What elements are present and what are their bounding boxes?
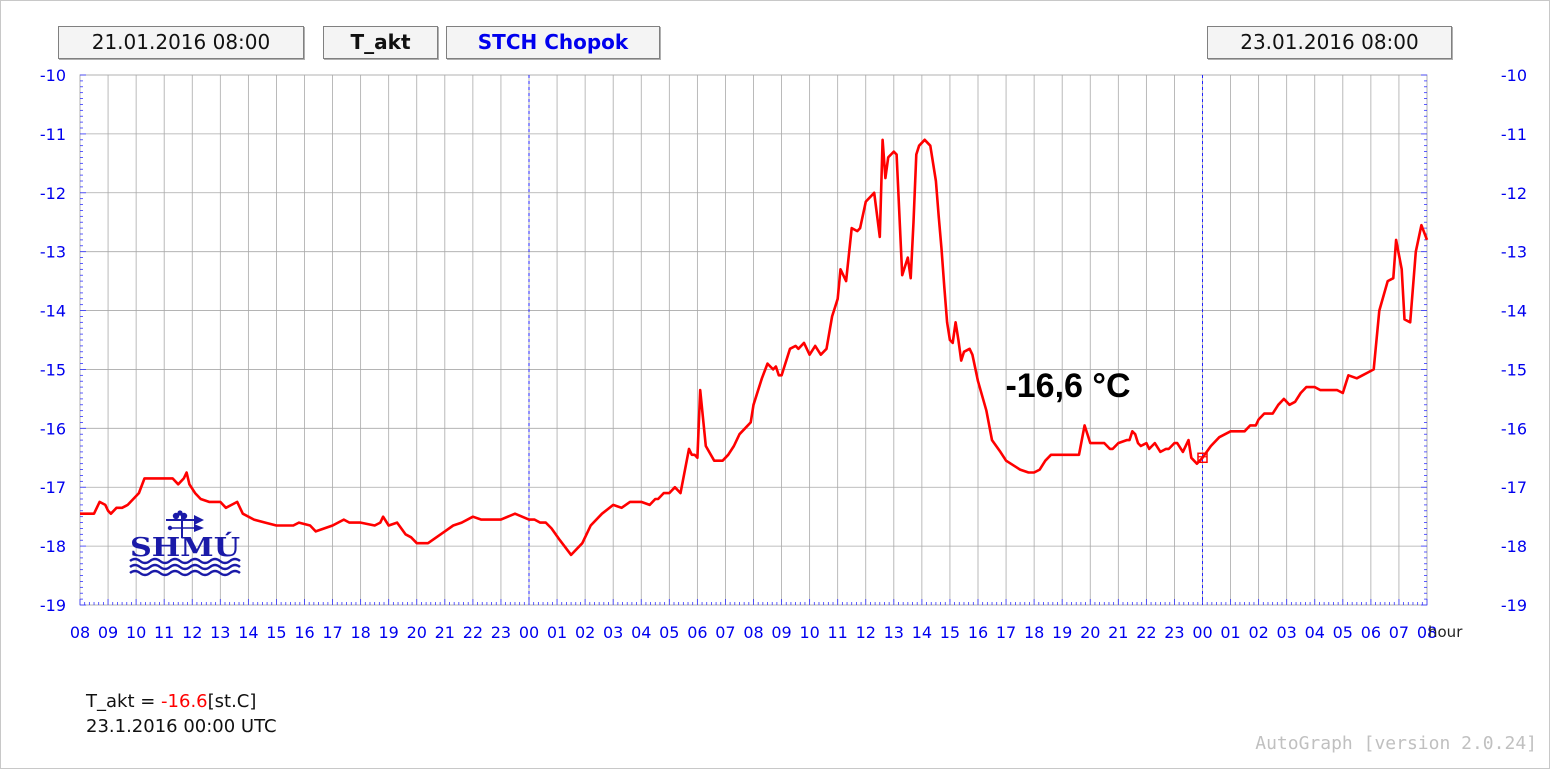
x-tick-label: 08 bbox=[70, 623, 90, 642]
x-tick-label: 09 bbox=[771, 623, 791, 642]
x-tick-label: 21 bbox=[435, 623, 455, 642]
x-tick-label: 22 bbox=[463, 623, 483, 642]
station-link[interactable]: STCH Chopok bbox=[446, 26, 660, 59]
x-tick-label: 15 bbox=[266, 623, 286, 642]
x-tick-label: 17 bbox=[996, 623, 1016, 642]
x-tick-label: 19 bbox=[379, 623, 399, 642]
end-date-box[interactable]: 23.01.2016 08:00 bbox=[1207, 26, 1452, 59]
x-tick-label: 15 bbox=[940, 623, 960, 642]
info-timestamp: 23.1.2016 00:00 UTC bbox=[86, 716, 277, 737]
y-tick-label-right: -10 bbox=[1501, 66, 1527, 85]
x-tick-label: 04 bbox=[631, 623, 651, 642]
y-tick-label-right: -12 bbox=[1501, 184, 1527, 203]
x-tick-label: 06 bbox=[1361, 623, 1381, 642]
x-axis-label: hour bbox=[1428, 623, 1463, 641]
info-equals: = bbox=[134, 691, 162, 712]
x-tick-label: 12 bbox=[182, 623, 202, 642]
x-tick-label: 05 bbox=[659, 623, 679, 642]
x-tick-label: 18 bbox=[350, 623, 370, 642]
weather-vane-icon bbox=[166, 510, 204, 538]
y-tick-label-left: -12 bbox=[40, 184, 66, 203]
x-tick-label: 09 bbox=[98, 623, 118, 642]
x-tick-label: 10 bbox=[126, 623, 146, 642]
x-tick-label: 11 bbox=[154, 623, 174, 642]
axis-ticks bbox=[79, 74, 1428, 606]
x-tick-label: 16 bbox=[968, 623, 988, 642]
info-unit: [st.C] bbox=[207, 691, 257, 712]
x-tick-label: 14 bbox=[238, 623, 258, 642]
y-tick-label-right: -15 bbox=[1501, 360, 1527, 379]
y-tick-label-right: -14 bbox=[1501, 302, 1527, 321]
x-tick-label: 21 bbox=[1108, 623, 1128, 642]
x-tick-label: 16 bbox=[294, 623, 314, 642]
current-value-label: -16,6 °C bbox=[1005, 367, 1130, 405]
y-tick-label-right: -11 bbox=[1501, 125, 1527, 144]
axis-labels: -10 -10 -11 -11 -12 -12 -13 -13 -14 -14 -15 -15 -16 -… bbox=[40, 66, 1527, 642]
y-tick-label-left: -15 bbox=[40, 360, 66, 379]
x-tick-label: 08 bbox=[1417, 623, 1437, 642]
series-line bbox=[80, 138, 1429, 557]
x-tick-label: 00 bbox=[1192, 623, 1212, 642]
x-tick-label: 03 bbox=[1277, 623, 1297, 642]
current-value-marker bbox=[1197, 452, 1208, 464]
waves-icon bbox=[129, 557, 241, 577]
x-tick-label: 13 bbox=[210, 623, 230, 642]
y-tick-label-left: -18 bbox=[40, 537, 66, 556]
x-tick-label: 07 bbox=[715, 623, 735, 642]
x-tick-label: 10 bbox=[799, 623, 819, 642]
info-value: -16.6 bbox=[161, 691, 208, 712]
shmu-logo: SHMÚ bbox=[129, 510, 241, 577]
x-tick-label: 13 bbox=[884, 623, 904, 642]
x-tick-label: 02 bbox=[1248, 623, 1268, 642]
x-tick-label: 14 bbox=[912, 623, 932, 642]
x-tick-label: 22 bbox=[1136, 623, 1156, 642]
y-tick-label-right: -17 bbox=[1501, 478, 1527, 497]
x-tick-label: 01 bbox=[1220, 623, 1240, 642]
y-tick-label-left: -14 bbox=[40, 302, 66, 321]
y-tick-label-right: -13 bbox=[1501, 243, 1527, 262]
x-tick-label: 05 bbox=[1333, 623, 1353, 642]
x-tick-label: 19 bbox=[1052, 623, 1072, 642]
y-tick-label-left: -17 bbox=[40, 478, 66, 497]
x-tick-label: 08 bbox=[743, 623, 763, 642]
footer-version: AutoGraph [version 2.0.24] bbox=[1255, 733, 1537, 754]
x-tick-label: 20 bbox=[1080, 623, 1100, 642]
y-tick-label-left: -13 bbox=[40, 243, 66, 262]
x-tick-label: 23 bbox=[1164, 623, 1184, 642]
y-tick-label-left: -11 bbox=[40, 125, 66, 144]
info-variable-name: T_akt bbox=[86, 691, 135, 712]
x-tick-label: 00 bbox=[519, 623, 539, 642]
x-tick-label: 04 bbox=[1305, 623, 1325, 642]
y-tick-label-left: -10 bbox=[40, 66, 66, 85]
y-tick-label-left: -16 bbox=[40, 419, 66, 438]
y-tick-label-right: -16 bbox=[1501, 419, 1527, 438]
info-value-line: T_akt = -16.6[st.C] bbox=[86, 691, 256, 712]
y-tick-label-right: -18 bbox=[1501, 537, 1527, 556]
variable-box[interactable]: T_akt bbox=[323, 26, 438, 59]
x-tick-label: 20 bbox=[407, 623, 427, 642]
x-tick-label: 23 bbox=[491, 623, 511, 642]
x-tick-label: 11 bbox=[828, 623, 848, 642]
x-tick-label: 17 bbox=[322, 623, 342, 642]
x-tick-label: 18 bbox=[1024, 623, 1044, 642]
x-tick-label: 12 bbox=[856, 623, 876, 642]
y-tick-label-left: -19 bbox=[40, 596, 66, 615]
x-tick-label: 01 bbox=[547, 623, 567, 642]
shmu-logo-text: SHMÚ bbox=[130, 531, 240, 563]
x-tick-label: 06 bbox=[687, 623, 707, 642]
x-tick-label: 03 bbox=[603, 623, 623, 642]
x-tick-label: 02 bbox=[575, 623, 595, 642]
x-tick-label: 07 bbox=[1389, 623, 1409, 642]
start-date-box[interactable]: 21.01.2016 08:00 bbox=[58, 26, 304, 59]
y-tick-label-right: -19 bbox=[1501, 596, 1527, 615]
